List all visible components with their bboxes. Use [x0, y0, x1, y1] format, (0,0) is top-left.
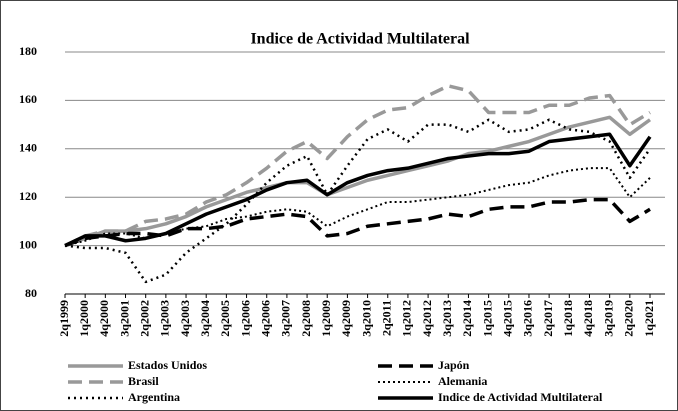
x-tick-label: 2q1999: [57, 300, 71, 337]
legend-label: Argentina: [128, 390, 180, 404]
series-line: [64, 115, 652, 248]
y-tick-label: 160: [19, 92, 37, 106]
x-tick-label: 3q2010: [359, 300, 373, 337]
x-tick-label: 4q2000: [97, 300, 111, 337]
x-tick-label: 4q2003: [178, 300, 192, 337]
series-line: [64, 118, 652, 284]
x-tick-label: 2q2020: [622, 300, 636, 337]
x-tick-label: 1q2000: [77, 300, 91, 337]
x-tick-label: 3q2007: [279, 300, 293, 337]
x-tick-label: 1q2021: [642, 300, 656, 337]
x-tick-label: 3q2016: [521, 300, 535, 337]
x-tick-label: 1q2012: [400, 300, 414, 337]
x-tick-label: 2q2002: [137, 300, 151, 337]
x-tick-label: 3q2001: [117, 300, 131, 337]
x-tick-label: 1q2018: [561, 300, 575, 337]
legend-label: Alemania: [438, 374, 487, 388]
y-tick-label: 100: [19, 237, 37, 251]
x-tick-label: 2q2008: [299, 300, 313, 337]
series-line: [64, 132, 652, 248]
x-tick-label: 4q2018: [581, 300, 595, 337]
y-tick-label: 80: [25, 286, 37, 300]
x-tick-label: 3q2004: [198, 300, 212, 337]
x-tick-label: 4q2006: [258, 300, 272, 337]
legend-label: Indice de Actividad Multilateral: [438, 390, 603, 404]
x-tick-label: 3q2019: [601, 300, 615, 337]
legend-label: Estados Unidos: [128, 358, 207, 372]
legend-label: Japón: [438, 358, 470, 372]
x-tick-label: 2q2011: [380, 300, 394, 336]
x-tick-label: 3q2013: [440, 300, 454, 337]
legend-label: Brasil: [128, 374, 159, 388]
x-tick-label: 1q2009: [319, 300, 333, 337]
x-tick-label: 1q2006: [238, 300, 252, 337]
x-tick-label: 1q2003: [158, 300, 172, 337]
x-tick-label: 4q2012: [420, 300, 434, 337]
x-tick-label: 1q2015: [480, 300, 494, 337]
series-line: [64, 84, 651, 248]
chart-title: Indice de Actividad Multilateral: [250, 31, 470, 48]
x-tick-label: 2q2014: [460, 300, 474, 337]
series-line: [64, 197, 651, 248]
x-tick-label: 4q2009: [339, 300, 353, 337]
x-tick-label: 2q2005: [218, 300, 232, 337]
x-tick-label: 4q2015: [501, 300, 515, 337]
x-tick-label: 2q2017: [541, 300, 555, 337]
y-tick-label: 180: [19, 44, 37, 58]
y-tick-label: 140: [19, 141, 37, 155]
y-tick-label: 120: [19, 189, 37, 203]
